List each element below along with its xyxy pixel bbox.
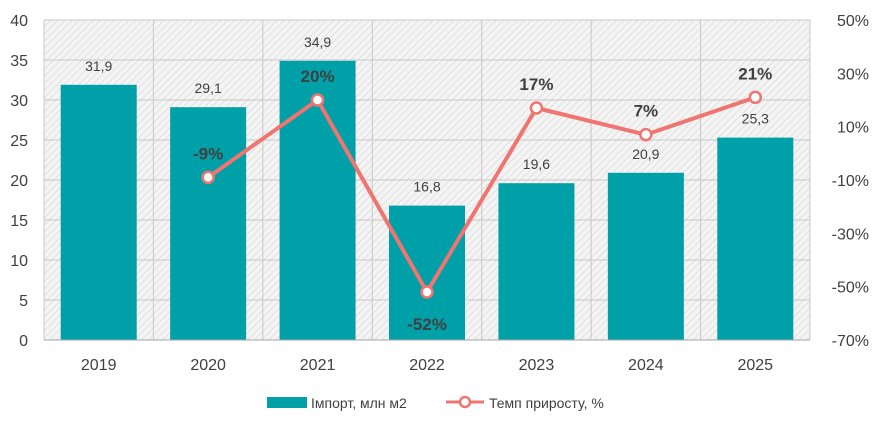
y-right-tick-label: -30%: [832, 226, 869, 243]
line-point-2025: [748, 90, 763, 105]
line-label-2023: 17%: [519, 75, 553, 94]
line-label-2025: 21%: [738, 64, 772, 83]
bar-label-2021: 34,9: [304, 34, 331, 50]
x-tick-label: 2020: [190, 357, 226, 374]
x-tick-label: 2022: [409, 357, 445, 374]
legend-label-line: Темп приросту, %: [489, 395, 604, 411]
x-tick-label: 2024: [628, 357, 664, 374]
line-label-2021: 20%: [301, 67, 335, 86]
y-right-tick-label: 30%: [837, 66, 869, 83]
line-path: [206, 95, 756, 294]
legend-swatch-marker: [458, 395, 472, 409]
bar-label-2020: 29,1: [195, 80, 222, 96]
bar-2025: [717, 137, 794, 340]
bar-2022: [389, 205, 465, 340]
y-left-tick-label: 20: [10, 173, 28, 190]
line-series: [201, 90, 763, 299]
y-left-tick-label: 0: [19, 333, 28, 350]
y-left-tick-label: 30: [10, 93, 28, 110]
y-left-tick-label: 40: [10, 13, 28, 30]
y-left-tick-label: 5: [19, 293, 28, 310]
y-right-tick-label: 10%: [837, 120, 869, 137]
y-right-tick-label: -10%: [832, 173, 869, 190]
y-right-tick-label: 50%: [837, 13, 869, 30]
bar-label-2019: 31,9: [85, 58, 112, 74]
axes: 0510152025303540-70%-50%-30%-10%10%30%50…: [10, 13, 869, 374]
bar-2020: [170, 107, 247, 340]
line-data-labels: -9% 20% -52% 17% 7% 21%: [193, 64, 772, 334]
y-left-tick-label: 10: [10, 253, 28, 270]
line-point-2023: [529, 101, 544, 115]
line-label-2024: 7%: [634, 102, 659, 121]
y-right-tick-label: -50%: [832, 280, 869, 297]
x-tick-label: 2021: [300, 357, 336, 374]
bar-label-2022: 16,8: [413, 179, 440, 195]
line-label-2020: -9%: [193, 144, 223, 163]
bar-label-2023: 19,6: [523, 156, 550, 172]
y-right-tick-label: -70%: [832, 333, 869, 350]
line-label-2022: -52%: [407, 315, 447, 334]
bar-2023: [498, 183, 575, 340]
y-left-tick-label: 25: [10, 133, 28, 150]
line-point-2022: [420, 285, 434, 299]
y-left-tick-label: 15: [10, 213, 28, 230]
bar-2019: [60, 84, 137, 340]
bar-2021: [279, 60, 356, 341]
x-tick-label: 2019: [81, 357, 117, 374]
bar-data-labels: 31,9 29,1 34,9 16,8 19,6 20,9 25,3: [85, 34, 769, 195]
legend: Імпорт, млн м2 Темп приросту, %: [267, 395, 604, 411]
bar-series: [60, 60, 794, 341]
legend-label-bar: Імпорт, млн м2: [311, 395, 407, 411]
line-point-2024: [639, 127, 653, 142]
y-left-tick-label: 35: [10, 53, 28, 70]
bar-label-2025: 25,3: [742, 111, 769, 127]
line-point-2020: [201, 170, 215, 185]
line-point-2021: [310, 93, 325, 107]
x-tick-label: 2023: [519, 357, 555, 374]
legend-swatch-bar: [267, 397, 307, 408]
bar-label-2024: 20,9: [632, 146, 659, 162]
bar-2024: [607, 172, 684, 340]
x-tick-label: 2025: [737, 357, 773, 374]
